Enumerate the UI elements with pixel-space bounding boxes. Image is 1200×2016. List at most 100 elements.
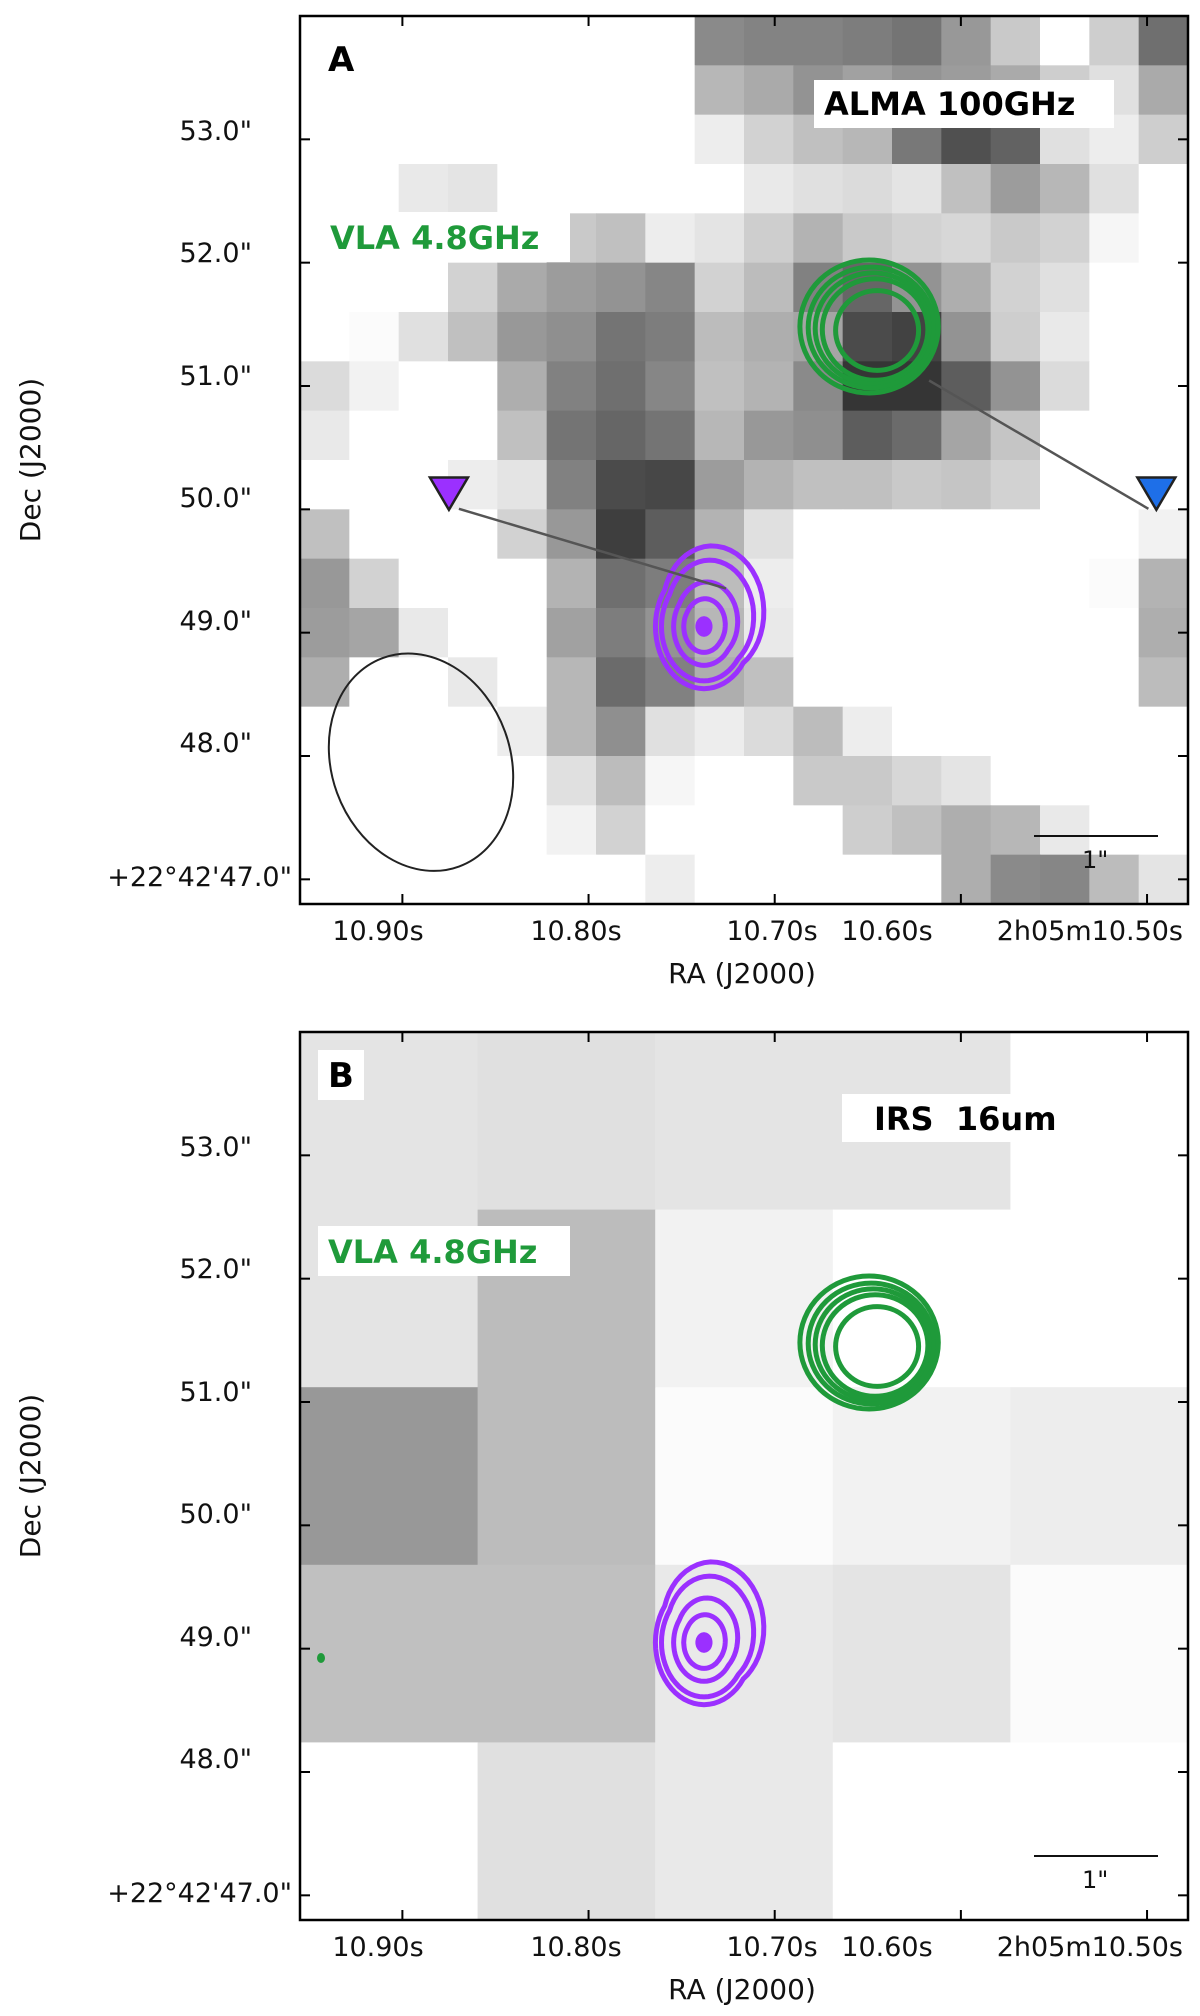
panel-a-pixel xyxy=(744,410,794,461)
panel-a-pixel xyxy=(546,805,597,856)
panel-b-pixel xyxy=(832,1742,1011,1921)
panel-b-green-contour xyxy=(805,1280,937,1407)
panel-b-contours xyxy=(652,1273,941,1708)
panel-b-purple-contour xyxy=(671,1595,741,1684)
panel-a-pixel xyxy=(349,361,400,412)
panel-a-pixel xyxy=(744,756,794,806)
panel-a-pixel xyxy=(892,657,942,708)
panel-b-band-label-bg xyxy=(842,1094,1086,1142)
panel-a-pixel xyxy=(842,460,893,510)
panel-a-pixel xyxy=(398,756,449,806)
panel-a-band-label: ALMA 100GHz xyxy=(824,85,1075,123)
panel-b-y-tick-label: 52.0" xyxy=(179,1254,252,1285)
panel-a-pixel xyxy=(990,16,1041,66)
panel-a-pixel xyxy=(448,608,498,658)
panel-a-pixel xyxy=(1138,706,1189,757)
panel-a-pixel xyxy=(546,361,597,412)
panel-a-pixel xyxy=(842,608,893,658)
panel-a-pixel xyxy=(1138,509,1189,560)
panel-a-x-axis-title: RA (J2000) xyxy=(668,957,816,990)
panel-a-pixel xyxy=(892,164,942,214)
panel-a-pixel xyxy=(941,706,992,757)
panel-a-pixel xyxy=(1138,213,1189,264)
panel-b-pixel xyxy=(1010,1209,1189,1388)
panel-a-purple-contour xyxy=(658,557,757,684)
panel-a-pixel xyxy=(448,854,498,905)
panel-a-pixel xyxy=(497,361,548,412)
panel-a-pixel xyxy=(941,410,992,461)
panel-a-pixel xyxy=(546,706,597,757)
panel-a-pixel xyxy=(941,756,992,806)
panel-a-pixel xyxy=(448,114,498,165)
panel-b-pixel xyxy=(655,1032,834,1211)
panel-a-pixel xyxy=(892,805,942,856)
panel-a-x-tick-label: 10.70s xyxy=(726,916,817,947)
panel-a-band-label-bg xyxy=(814,80,1114,128)
panel-a-pixel xyxy=(990,262,1041,313)
panel-a-y-tick-label: 50.0" xyxy=(179,483,252,514)
panel-a-pixel xyxy=(398,114,449,165)
panel-a-pixel xyxy=(645,114,696,165)
panel-a-pixel xyxy=(842,16,893,66)
panel-a-pixel xyxy=(1089,164,1140,214)
panel-a-pixel xyxy=(1040,460,1090,510)
panel-a-pixel xyxy=(546,65,597,116)
panel-a-pixel xyxy=(990,657,1041,708)
panel-b-y-axis-title: Dec (J2000) xyxy=(14,1394,47,1558)
panel-a-pixel xyxy=(645,262,696,313)
panel-a-pixel xyxy=(448,65,498,116)
panel-a-pixel xyxy=(349,164,400,214)
panel-a-pixel xyxy=(497,262,548,313)
panel-b-band-label: IRS 16um xyxy=(874,1100,1057,1138)
panel-a: A ALMA 100GHz VLA 4.8GHz 1" 53.0" 52.0" … xyxy=(14,14,1190,990)
panel-a-pixel xyxy=(793,805,844,856)
panel-a-y-tick-label: +22°42'47.0" xyxy=(107,862,292,893)
panel-a-pixel xyxy=(546,114,597,165)
panel-a-pixel xyxy=(398,706,449,757)
panel-a-pixel xyxy=(398,361,449,412)
panel-a-pixel xyxy=(448,16,498,66)
panel-a-x-tick-label: 10.80s xyxy=(530,916,621,947)
panel-a-pixel xyxy=(744,65,794,116)
panel-a-pixel xyxy=(694,164,745,214)
panel-a-beam-ellipse xyxy=(327,652,515,872)
panel-a-pixel xyxy=(645,213,696,264)
panel-a-pixel xyxy=(1138,756,1189,806)
panel-a-pixel xyxy=(349,854,400,905)
panel-a-pixel xyxy=(300,509,350,560)
panel-a-pixel xyxy=(842,164,893,214)
panel-a-pixel xyxy=(793,16,844,66)
panel-b-pixel xyxy=(300,1742,479,1921)
panel-a-pixel xyxy=(300,262,350,313)
panel-a-y-tick-label: 49.0" xyxy=(179,606,252,637)
panel-a-pixel xyxy=(941,657,992,708)
panel-a-pixel xyxy=(1040,361,1090,412)
panel-b-letter: B xyxy=(328,1056,354,1096)
panel-a-pixel xyxy=(448,410,498,461)
panel-a-pixel xyxy=(744,657,794,708)
panel-a-pixel xyxy=(546,558,597,609)
panel-a-pixel xyxy=(349,460,400,510)
panel-a-pixel xyxy=(744,262,794,313)
panel-a-pixel xyxy=(596,65,646,116)
panel-a-pixel xyxy=(1040,558,1090,609)
panel-a-pixel xyxy=(300,558,350,609)
panel-a-pixel xyxy=(744,16,794,66)
panel-b-small-green-dot xyxy=(317,1653,325,1663)
panel-b-pixel xyxy=(1010,1742,1189,1921)
panel-a-marker-purple-triangle xyxy=(427,476,471,513)
panel-a-pixel xyxy=(1040,410,1090,461)
panel-a-pixel xyxy=(448,509,498,560)
panel-a-pixel xyxy=(448,756,498,806)
panel-a-pixel xyxy=(744,854,794,905)
panel-b-x-tick-label: 10.90s xyxy=(332,1932,423,1963)
panel-a-pixel xyxy=(596,558,646,609)
panel-a-pixel xyxy=(793,558,844,609)
panel-a-pixel xyxy=(941,213,992,264)
panel-a-pixel xyxy=(398,854,449,905)
panel-a-pixel xyxy=(892,460,942,510)
panel-b-x-tick-label: 10.70s xyxy=(726,1932,817,1963)
panel-a-pixel xyxy=(842,756,893,806)
panel-a-pixel xyxy=(842,558,893,609)
panel-a-pixel xyxy=(694,410,745,461)
